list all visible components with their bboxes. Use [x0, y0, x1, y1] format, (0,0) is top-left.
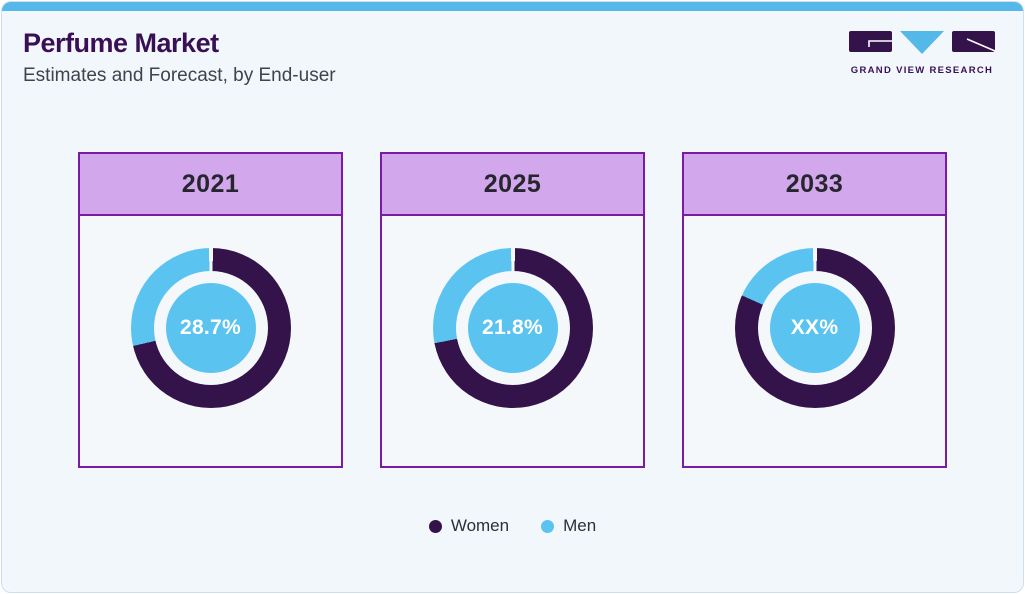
donut-chart-2033: XX% [734, 248, 895, 408]
donut-chart-2021: 28.7% [130, 248, 291, 408]
men-legend-dot-icon [541, 519, 555, 533]
brand-logo: GRAND VIEW RESEARCH [849, 29, 996, 76]
year-label: 2025 [382, 154, 643, 216]
brand-name: GRAND VIEW RESEARCH [850, 65, 994, 76]
donut-center-value: XX% [769, 283, 860, 373]
gvr-logo-icon [849, 31, 996, 54]
year-card-2021: 2021 28.7% [78, 152, 343, 468]
year-card-2025: 2025 21.8% [380, 152, 645, 468]
donut-chart-2025: 21.8% [432, 248, 593, 408]
page-title: Perfume Market [23, 28, 219, 58]
card-body: 21.8% [382, 248, 643, 496]
year-card-2033: 2033 XX% [682, 152, 947, 468]
legend-item-men: Men [541, 516, 596, 536]
year-label: 2021 [80, 154, 341, 216]
legend-label: Women [450, 516, 510, 535]
year-label: 2033 [684, 154, 945, 216]
legend-label: Men [563, 516, 597, 535]
chart-legend: Women Men [2, 516, 1023, 536]
women-legend-dot-icon [428, 519, 442, 533]
donut-center-value: 21.8% [467, 283, 558, 373]
donut-cards-row: 2021 28.7% 2025 21.8% 2033 [2, 152, 1023, 468]
page-subtitle: Estimates and Forecast, by End-user [23, 65, 336, 86]
card-body: XX% [684, 248, 945, 496]
card-body: 28.7% [80, 248, 341, 496]
donut-center-value: 28.7% [165, 283, 256, 373]
header: Perfume Market Estimates and Forecast, b… [23, 28, 336, 87]
top-accent-bar [2, 2, 1023, 11]
legend-item-women: Women [428, 516, 510, 536]
